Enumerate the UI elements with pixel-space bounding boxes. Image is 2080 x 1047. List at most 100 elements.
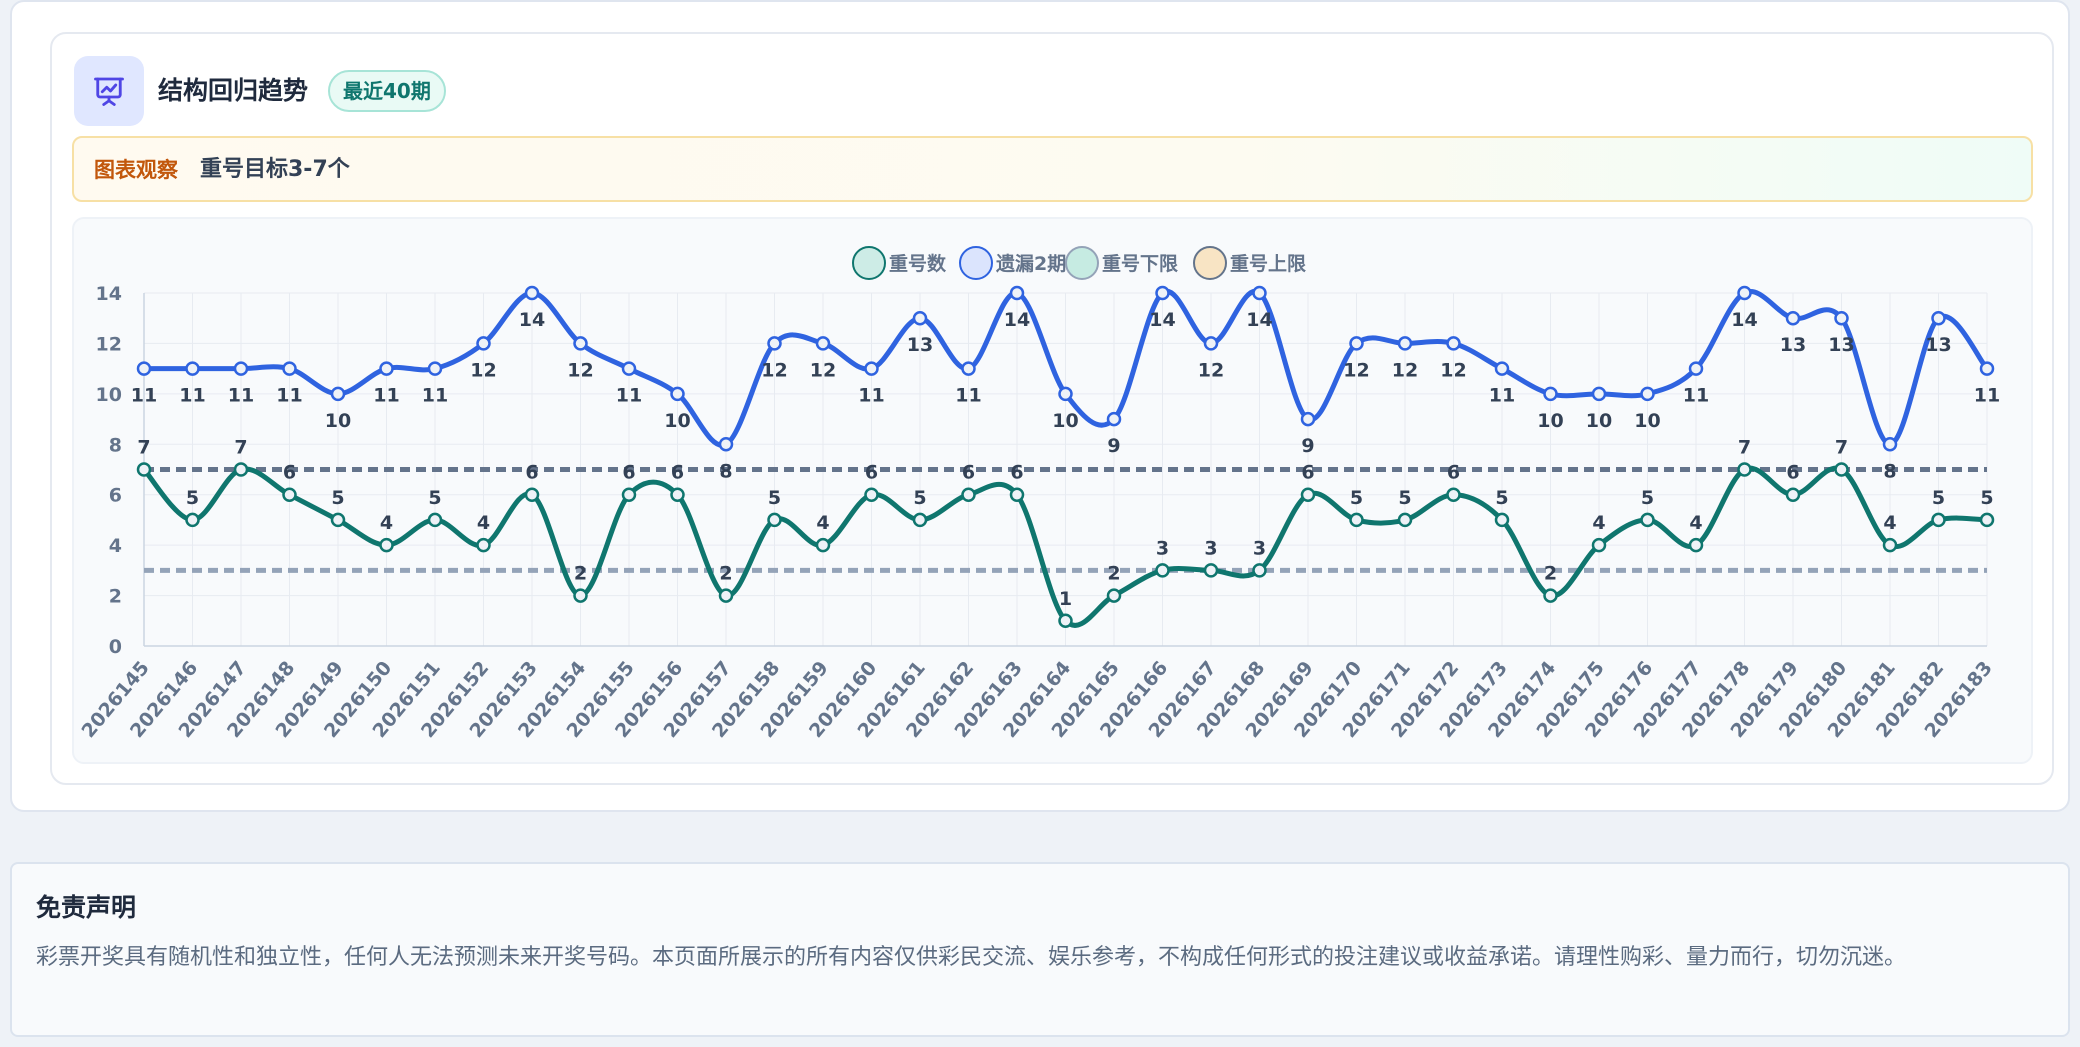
- missing-within-2-point: [330, 386, 346, 402]
- repeat-count-point: [670, 487, 685, 502]
- missing-within-2-point: [1397, 336, 1413, 351]
- missing-within-2-point: [1446, 336, 1461, 351]
- y-tick-label: 4: [109, 535, 122, 557]
- y-tick-label: 12: [96, 333, 122, 355]
- missing-within-2-value-label: 8: [719, 460, 732, 482]
- repeat-count-point: [1737, 462, 1752, 477]
- trend-section: 结构回归趋势 最近40期 图表观察 重号目标3-7个 0 2 4 6 8 10 12 14 20…: [10, 0, 2070, 812]
- repeat-count-value-label: 4: [1689, 512, 1702, 534]
- missing-within-2-point: [1591, 386, 1607, 402]
- repeat-count-point: [1397, 512, 1413, 528]
- missing-within-2-point: [1640, 386, 1655, 402]
- repeat-count-point: [1494, 512, 1510, 528]
- card-title: 结构回归趋势: [158, 76, 309, 105]
- missing-within-2-point: [573, 336, 588, 351]
- missing-within-2-point: [864, 361, 879, 376]
- missing-within-2-point: [1300, 411, 1316, 427]
- repeat-count-point: [1882, 537, 1898, 553]
- disclaimer-text: 彩票开奖具有随机性和独立性，任何人无法预测未来开奖号码。本页面所展示的所有内容仅…: [36, 945, 1907, 970]
- period-badge: 最近40期: [328, 70, 446, 112]
- repeat-count-value-label: 2: [719, 563, 732, 585]
- missing-within-2-point: [1785, 310, 1801, 326]
- missing-within-2-point: [718, 437, 734, 452]
- repeat-count-point: [136, 462, 152, 477]
- repeat-count-point: [1640, 512, 1655, 528]
- missing-within-2-point: [1106, 411, 1122, 427]
- repeat-count-value-label: 5: [331, 487, 344, 509]
- repeat-count-value-label: 3: [1253, 537, 1266, 559]
- repeat-count-value-label: 6: [671, 462, 684, 484]
- missing-within-2-point: [1931, 310, 1946, 326]
- repeat-count-value-label: 6: [865, 462, 878, 484]
- repeat-count-value-label: 5: [1495, 487, 1508, 509]
- missing-within-2-value-label: 14: [519, 309, 545, 331]
- missing-within-2-point: [1494, 361, 1510, 376]
- missing-within-2-point: [1834, 310, 1849, 326]
- missing-within-2-value-label: 12: [810, 359, 836, 381]
- missing-within-2-point: [961, 361, 976, 376]
- missing-within-2-value-label: 11: [422, 385, 448, 407]
- missing-within-2-value-label: 8: [1883, 460, 1896, 482]
- missing-within-2-value-label: 10: [1537, 410, 1563, 432]
- repeat-count-point: [1543, 588, 1558, 603]
- repeat-count-value-label: 5: [1980, 487, 1993, 509]
- chart-note: 图表观察 重号目标3-7个: [72, 136, 2033, 202]
- missing-within-2-value-label: 10: [1634, 410, 1660, 432]
- missing-within-2-point: [524, 285, 540, 301]
- repeat-count-value-label: 5: [186, 487, 199, 509]
- missing-within-2-point: [912, 310, 928, 326]
- repeat-count-value-label: 7: [1738, 437, 1751, 459]
- missing-within-2-value-label: 11: [858, 385, 884, 407]
- repeat-count-value-label: 6: [1301, 462, 1314, 484]
- missing-within-2-value-label: 11: [616, 385, 642, 407]
- missing-within-2-value-label: 11: [373, 385, 399, 407]
- missing-within-2-point: [1882, 437, 1898, 452]
- legend: 重号数 遗漏2期内 重号下限 重号上限: [852, 246, 1306, 280]
- missing-within-2-value-label: 11: [1974, 385, 2000, 407]
- missing-within-2-value-label: 12: [567, 359, 593, 381]
- missing-within-2-point: [815, 336, 831, 351]
- y-tick-label: 8: [109, 434, 122, 456]
- repeat-count-value-label: 4: [1883, 512, 1896, 534]
- repeat-count-value-label: 7: [137, 437, 150, 459]
- legend-label: 重号下限: [1102, 253, 1178, 275]
- repeat-count-value-label: 5: [1350, 487, 1363, 509]
- missing-within-2-point: [282, 361, 297, 376]
- series: [136, 285, 1995, 629]
- legend-label: 重号上限: [1230, 253, 1306, 275]
- repeat-count-point: [718, 588, 734, 603]
- missing-within-2-value-label: 10: [1586, 410, 1612, 432]
- missing-within-2-value-label: 9: [1107, 435, 1120, 457]
- missing-within-2-value-label: 12: [761, 359, 787, 381]
- repeat-count-value-label: 6: [525, 462, 538, 484]
- repeat-count-value-label: 6: [1447, 462, 1460, 484]
- missing-within-2-value-label: 11: [955, 385, 981, 407]
- repeat-count-line: [142, 465, 1988, 628]
- missing-within-2-point: [1737, 285, 1752, 301]
- repeat-count-value-label: 6: [283, 462, 296, 484]
- repeat-count-point: [1009, 487, 1025, 502]
- repeat-count-value-label: 5: [1932, 487, 1945, 509]
- repeat-count-point: [1931, 512, 1946, 528]
- legend-marker: [959, 246, 993, 280]
- missing-within-2-point: [1155, 285, 1170, 301]
- repeat-count-point: [330, 512, 346, 528]
- repeat-count-value-label: 7: [1835, 437, 1848, 459]
- repeat-count-value-label: 2: [1544, 563, 1557, 585]
- repeat-count-value-label: 6: [1010, 462, 1023, 484]
- missing-within-2-value-label: 13: [1925, 334, 1951, 356]
- repeat-count-point: [1252, 563, 1267, 578]
- missing-within-2-value-label: 12: [1198, 359, 1224, 381]
- repeat-count-point: [233, 462, 249, 477]
- missing-within-2-point: [1688, 361, 1704, 376]
- repeat-count-point: [912, 512, 928, 528]
- repeat-count-value-label: 6: [622, 462, 635, 484]
- repeat-count-point: [1349, 512, 1364, 528]
- missing-within-2-value-label: 12: [1392, 359, 1418, 381]
- missing-within-2-value-label: 14: [1246, 309, 1272, 331]
- repeat-count-value-label: 2: [574, 563, 587, 585]
- missing-within-2-value-label: 13: [907, 334, 933, 356]
- legend-marker: [1193, 246, 1227, 280]
- missing-within-2-point: [1203, 336, 1219, 351]
- missing-within-2-point: [476, 336, 491, 351]
